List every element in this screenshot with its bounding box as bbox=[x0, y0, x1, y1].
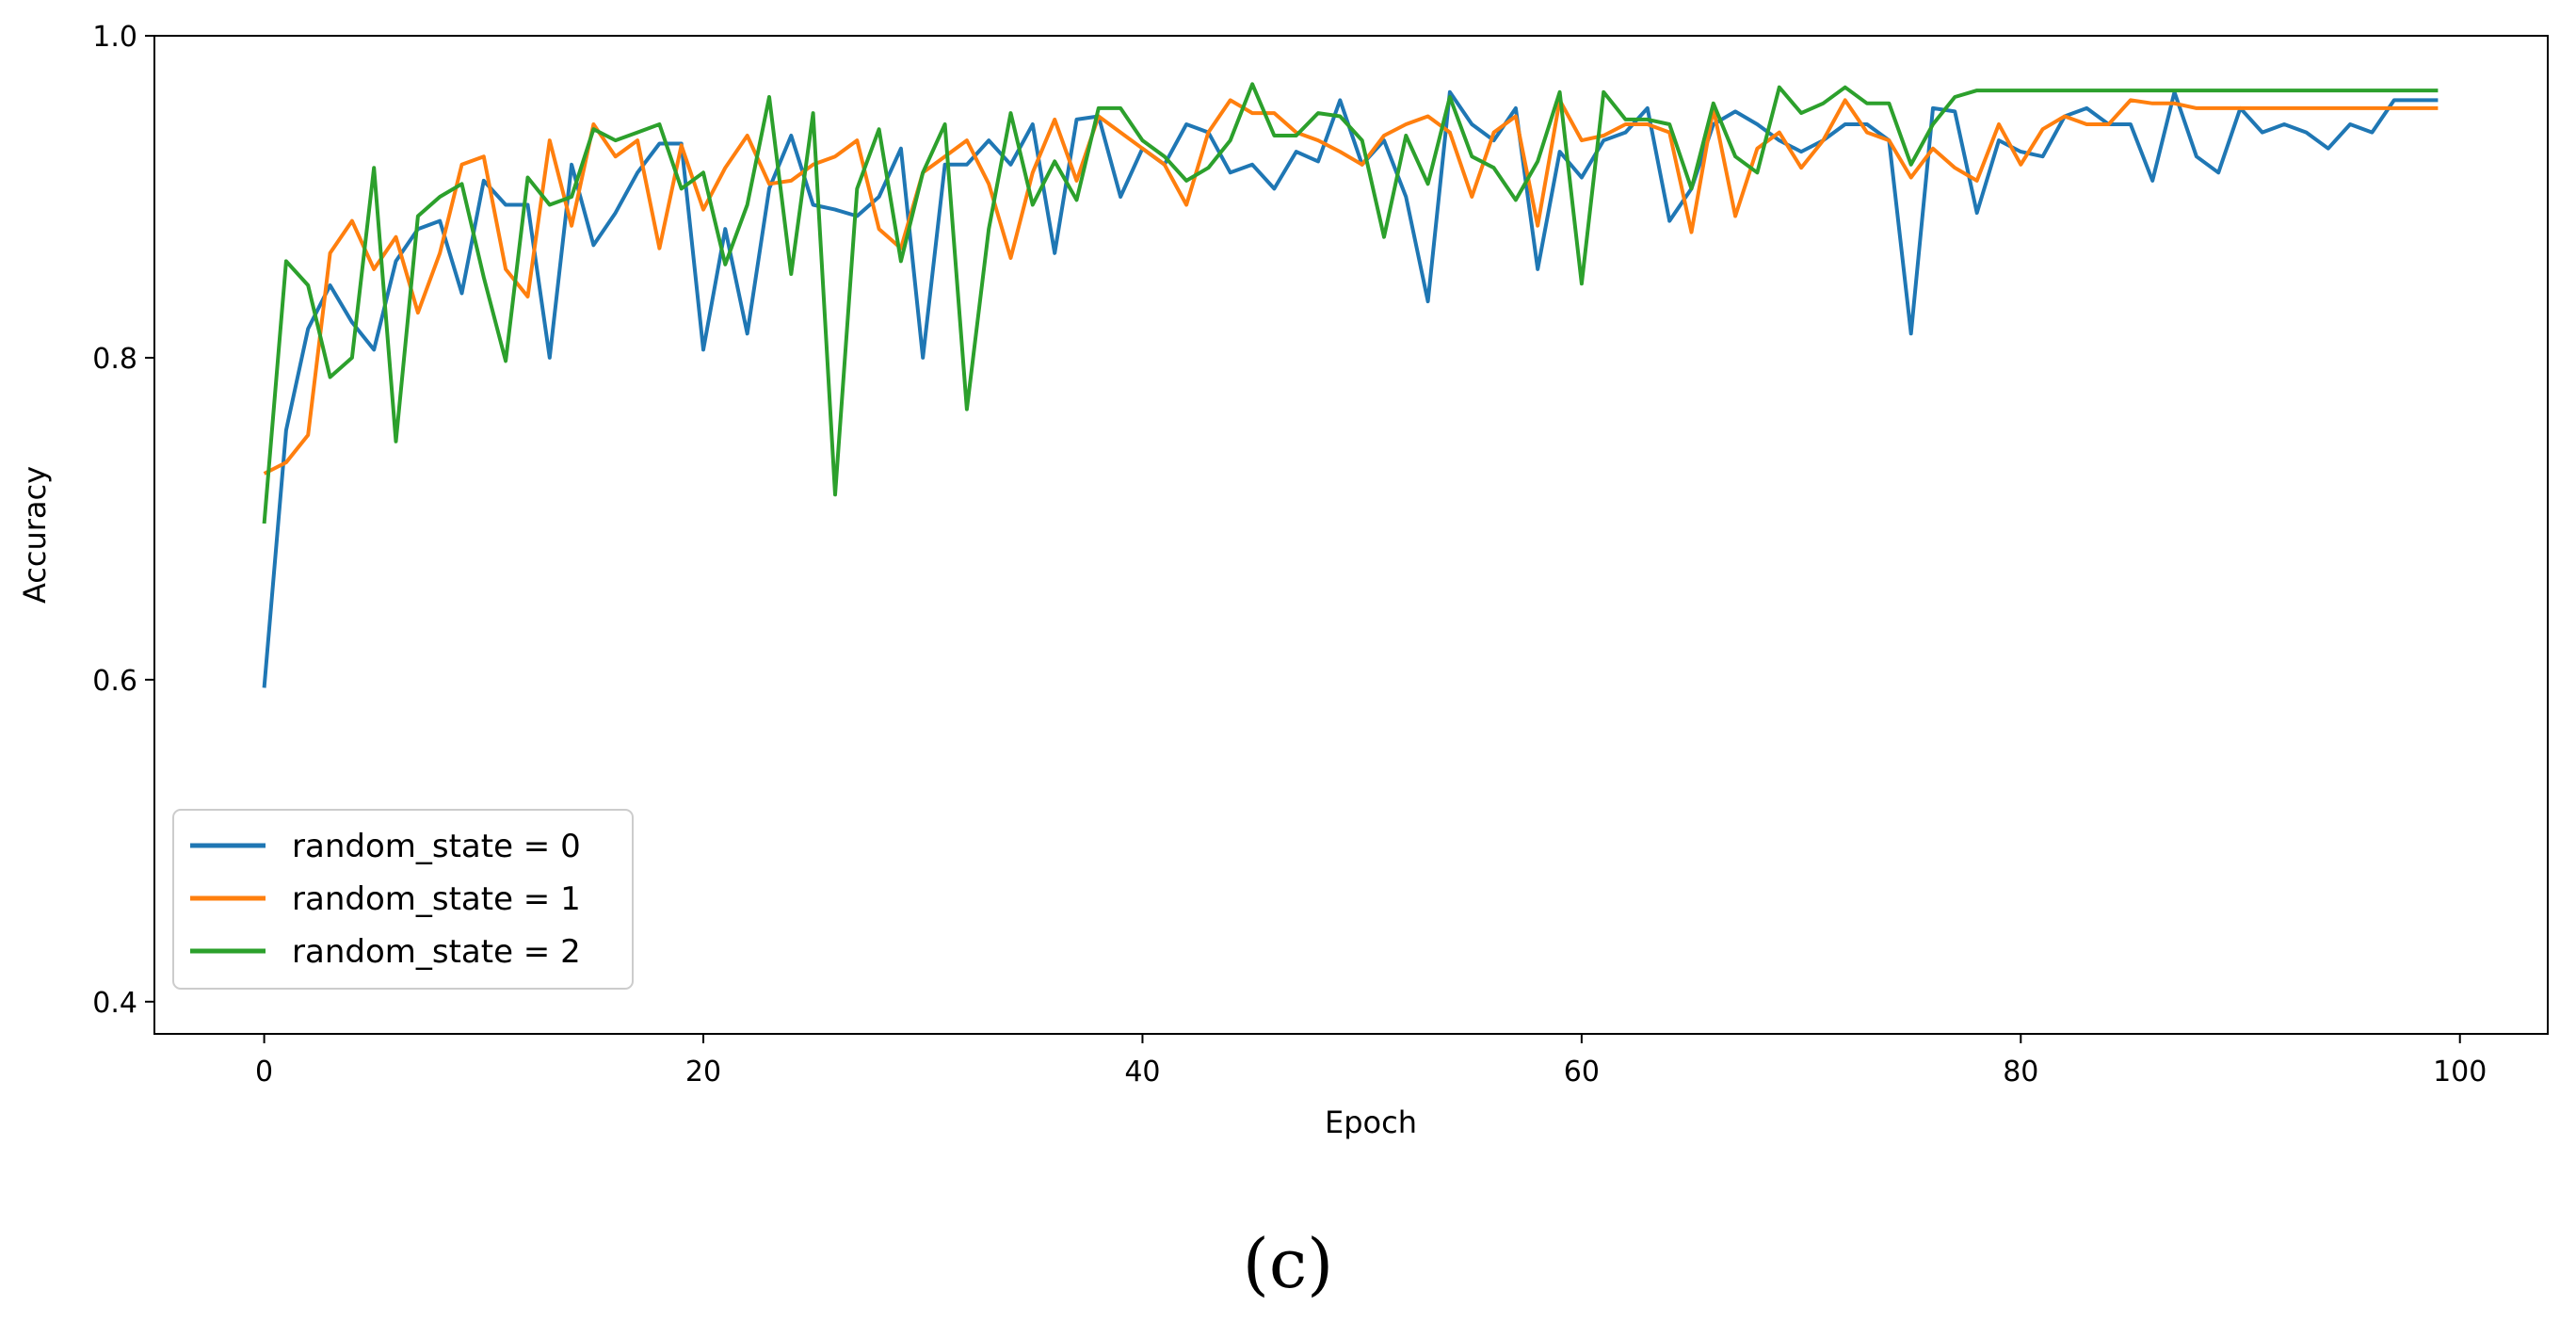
x-tick-label: 20 bbox=[685, 1056, 721, 1088]
x-tick-label: 0 bbox=[255, 1056, 273, 1088]
y-tick-label: 1.0 bbox=[92, 21, 137, 54]
legend-box bbox=[172, 809, 634, 990]
x-tick-label: 40 bbox=[1124, 1056, 1160, 1088]
series-line-1 bbox=[263, 98, 2439, 476]
legend: random_state = 0 random_state = 1 random_s… bbox=[172, 809, 634, 990]
x-tick-label: 60 bbox=[1564, 1056, 1600, 1088]
series-layer bbox=[262, 82, 2439, 688]
axes-layer: 0 20 40 60 80 100 0.4 0.6 0.8 1.0 bbox=[92, 21, 2487, 1088]
y-tick-label: 0.6 bbox=[92, 665, 137, 698]
legend-label-0: random_state = 0 bbox=[292, 828, 581, 865]
x-tick-label: 100 bbox=[2433, 1056, 2487, 1088]
plot-frame bbox=[153, 35, 2549, 1035]
series-line-0 bbox=[262, 89, 2439, 688]
legend-label-2: random_state = 2 bbox=[292, 933, 581, 971]
figure-caption: (c) bbox=[1242, 1224, 1334, 1303]
legend-label-1: random_state = 1 bbox=[292, 880, 581, 918]
series-line-2 bbox=[262, 82, 2439, 524]
y-axis-title: Accuracy bbox=[17, 466, 53, 604]
x-tick-label: 80 bbox=[2003, 1056, 2038, 1088]
y-tick-label: 0.8 bbox=[92, 343, 137, 376]
x-axis-title: Epoch bbox=[1325, 1104, 1417, 1140]
y-tick-label: 0.4 bbox=[92, 987, 137, 1020]
